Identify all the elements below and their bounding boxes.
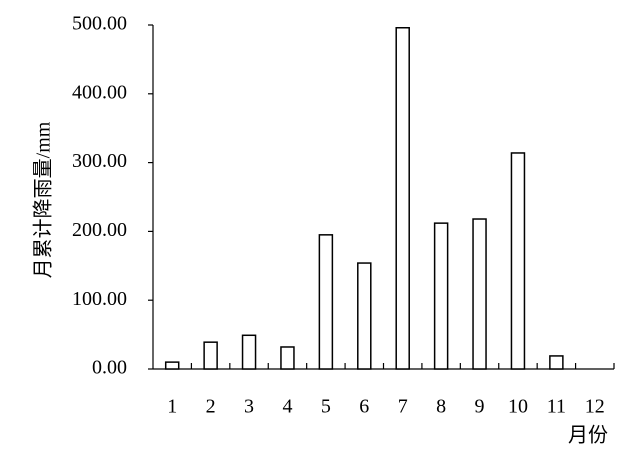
bar [395, 27, 410, 370]
y-tick-label: 300.00 [72, 150, 127, 172]
x-tick-label: 4 [282, 396, 292, 418]
x-tick-label: 11 [547, 396, 566, 418]
y-tick-label: 200.00 [72, 219, 127, 241]
bar [510, 152, 526, 370]
bar [203, 341, 218, 370]
x-tick-label: 3 [244, 396, 254, 418]
bar [164, 361, 180, 370]
x-axis-title: 月份 [568, 424, 608, 447]
bar [433, 222, 449, 370]
x-tick-label: 6 [359, 396, 369, 418]
bar [357, 262, 372, 370]
x-tick-label: 7 [398, 396, 408, 418]
x-tick-label: 2 [206, 396, 216, 418]
y-tick-label: 0.00 [92, 357, 127, 379]
bar [280, 346, 295, 370]
bar [472, 218, 487, 370]
x-tick-label: 10 [508, 396, 528, 418]
x-tick-label: 5 [321, 396, 331, 418]
x-tick-label: 12 [585, 396, 605, 418]
y-tick-label: 500.00 [72, 13, 127, 35]
bar [241, 334, 257, 370]
y-axis-title: 月累计降雨量/mm [32, 121, 55, 278]
bar [549, 355, 564, 370]
y-tick-label: 100.00 [72, 288, 127, 310]
x-tick-label: 9 [475, 396, 485, 418]
x-tick-label: 1 [167, 396, 177, 418]
y-tick-label: 400.00 [72, 81, 127, 103]
x-tick-label: 8 [436, 396, 446, 418]
bar [318, 234, 334, 370]
